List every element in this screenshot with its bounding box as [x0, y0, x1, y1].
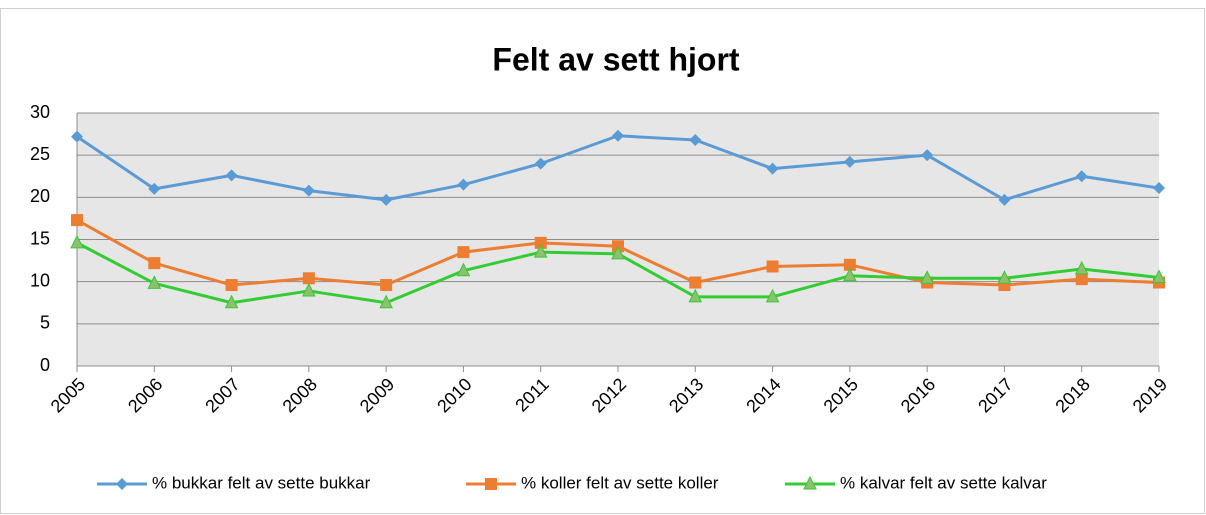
- data-point: [843, 267, 857, 282]
- data-point: [611, 245, 625, 260]
- data-point: [1153, 182, 1165, 195]
- data-point: [689, 133, 702, 146]
- data-point: [148, 182, 161, 195]
- legend-marker: [485, 478, 497, 490]
- data-point: [457, 178, 470, 191]
- legend-label: % kalvar felt av sette kalvar: [840, 473, 1047, 492]
- data-point: [766, 162, 779, 175]
- data-point: [534, 157, 547, 170]
- y-tick-label: 5: [40, 313, 50, 333]
- data-point: [1075, 273, 1088, 286]
- data-point: [380, 193, 393, 206]
- data-point: [1152, 269, 1166, 283]
- data-point: [843, 258, 856, 271]
- data-point: [302, 272, 315, 285]
- data-point: [921, 149, 934, 162]
- y-tick-label: 20: [30, 186, 50, 206]
- legend-marker: [803, 475, 817, 490]
- data-point: [379, 294, 393, 309]
- data-point: [997, 270, 1012, 284]
- legend-label: % bukkar felt av sette bukkar: [152, 473, 371, 492]
- data-point: [1075, 170, 1088, 183]
- data-point: [225, 169, 238, 182]
- y-tick-label: 25: [30, 144, 50, 164]
- data-point: [225, 279, 238, 292]
- data-point: [920, 270, 934, 284]
- data-point: [70, 234, 84, 249]
- data-point: [612, 129, 624, 142]
- data-point: [456, 262, 471, 277]
- y-tick-label: 0: [40, 355, 50, 375]
- data-point: [302, 282, 316, 297]
- data-point: [302, 184, 315, 197]
- data-point: [533, 244, 548, 258]
- y-tick-label: 10: [30, 270, 50, 290]
- legend-label: % koller felt av sette koller: [521, 473, 719, 492]
- data-point: [148, 257, 161, 270]
- y-tick-label: 30: [30, 102, 50, 122]
- data-point: [224, 294, 239, 309]
- chart-title: Felt av sett hjort: [492, 41, 740, 77]
- data-point: [71, 214, 83, 227]
- data-point: [534, 236, 547, 249]
- data-point: [688, 288, 703, 303]
- legend-marker: [116, 478, 128, 490]
- data-point: [1074, 260, 1089, 275]
- y-tick-label: 15: [30, 228, 50, 248]
- data-point: [765, 288, 780, 303]
- data-point: [147, 275, 162, 289]
- data-point: [689, 276, 702, 289]
- data-point: [843, 155, 856, 168]
- data-point: [457, 246, 470, 259]
- data-point: [380, 279, 393, 292]
- data-point: [71, 130, 83, 143]
- data-point: [998, 193, 1011, 206]
- data-point: [766, 260, 779, 273]
